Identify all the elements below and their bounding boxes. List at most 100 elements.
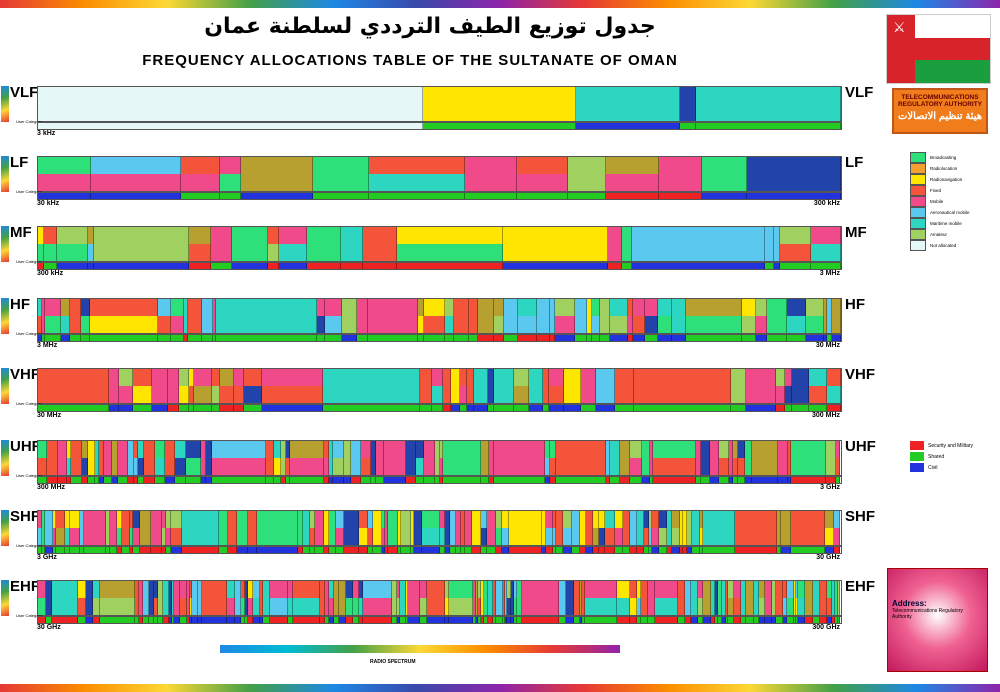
allocation-segment	[615, 511, 623, 545]
category-segment	[443, 477, 482, 483]
category-segment	[52, 547, 56, 553]
allocation-segment	[234, 369, 244, 403]
category-segment	[312, 193, 370, 199]
allocation-segment	[648, 581, 655, 615]
band-icon	[1, 368, 9, 404]
category-segment	[186, 477, 202, 483]
user-category-label: User Category	[16, 119, 42, 124]
category-segment	[606, 193, 660, 199]
allocation-segment	[575, 299, 588, 333]
allocation-segment	[473, 369, 488, 403]
allocation-segment	[188, 369, 194, 403]
allocation-segment	[133, 511, 141, 545]
category-segment	[545, 547, 553, 553]
allocation-segment	[505, 581, 508, 615]
category-segment	[162, 547, 167, 553]
allocation-segment	[827, 581, 833, 615]
category-segment	[281, 477, 286, 483]
category-segment	[549, 335, 555, 341]
allocation-segment	[302, 511, 311, 545]
category-segment	[834, 617, 838, 623]
category-segment	[780, 263, 811, 269]
legend-label: Fixed	[930, 188, 942, 193]
category-segment	[423, 123, 576, 129]
allocation-segment	[752, 441, 778, 475]
allocation-segment	[831, 299, 841, 333]
allocation-segment	[787, 299, 807, 333]
category-segment	[562, 547, 572, 553]
allocation-segment	[323, 511, 329, 545]
category-segment	[111, 477, 118, 483]
allocation-segment	[212, 441, 267, 475]
category-segment	[659, 193, 702, 199]
allocation-segment	[247, 581, 254, 615]
category-segment	[785, 405, 792, 411]
category-segment	[741, 335, 757, 341]
category-segment	[439, 547, 446, 553]
category-segment	[142, 617, 149, 623]
category-legend: Security and Military Shared Civil	[880, 440, 995, 473]
allocation-segment	[492, 581, 496, 615]
category-segment	[64, 547, 70, 553]
allocation-segment	[487, 581, 493, 615]
allocation-segment	[629, 581, 638, 615]
allocation-segment	[257, 511, 299, 545]
category-segment	[406, 617, 409, 623]
category-segment	[363, 617, 393, 623]
allocation-segment	[119, 369, 134, 403]
category-segment	[371, 477, 377, 483]
allocation-segment	[262, 581, 271, 615]
category-segment	[419, 617, 428, 623]
allocation-segment	[421, 511, 440, 545]
category-segment	[108, 405, 120, 411]
allocation-segment	[411, 511, 414, 545]
oman-flag: ⚔	[886, 14, 991, 84]
category-segment	[619, 477, 631, 483]
category-segment	[228, 547, 238, 553]
category-segment	[777, 547, 781, 553]
band-name: HF	[10, 296, 30, 313]
allocation-segment	[253, 581, 260, 615]
category-segment	[679, 547, 684, 553]
category-segment	[637, 617, 642, 623]
category-item: Civil	[880, 462, 995, 473]
category-segment	[587, 335, 592, 341]
category-segment	[45, 335, 62, 341]
allocation-segment	[219, 157, 241, 191]
category-segment	[201, 335, 213, 341]
legend-label: Mobile	[930, 199, 944, 204]
category-segment	[175, 477, 187, 483]
bottom-rainbow-bar	[0, 684, 1000, 692]
category-segment	[554, 335, 576, 341]
category-segment	[777, 477, 788, 483]
category-segment	[580, 617, 583, 623]
category-segment	[450, 547, 457, 553]
category-segment	[285, 477, 290, 483]
allocation-segment	[711, 581, 715, 615]
legend-item: Maritime mobile	[880, 218, 995, 229]
allocation-segment	[47, 441, 58, 475]
allocation-segment	[173, 581, 181, 615]
category-strip	[37, 476, 842, 484]
band-name-right: EHF	[845, 578, 875, 595]
category-segment	[152, 405, 169, 411]
allocation-segment	[52, 511, 56, 545]
allocation-segment	[690, 581, 698, 615]
allocation-segment	[529, 369, 543, 403]
category-strip	[37, 262, 842, 270]
allocation-segment	[289, 441, 325, 475]
band-icon	[1, 226, 9, 262]
category-segment	[332, 477, 345, 483]
category-segment	[630, 477, 642, 483]
category-segment	[405, 477, 417, 483]
band-icon	[1, 86, 9, 122]
category-segment	[549, 477, 556, 483]
category-segment	[791, 405, 810, 411]
allocation-segment	[439, 511, 446, 545]
legend-swatch	[910, 207, 926, 218]
category-segment	[432, 405, 444, 411]
allocation-segment	[545, 441, 550, 475]
allocation-segment	[644, 299, 658, 333]
allocation-segment	[397, 581, 400, 615]
allocation-segment	[507, 581, 511, 615]
